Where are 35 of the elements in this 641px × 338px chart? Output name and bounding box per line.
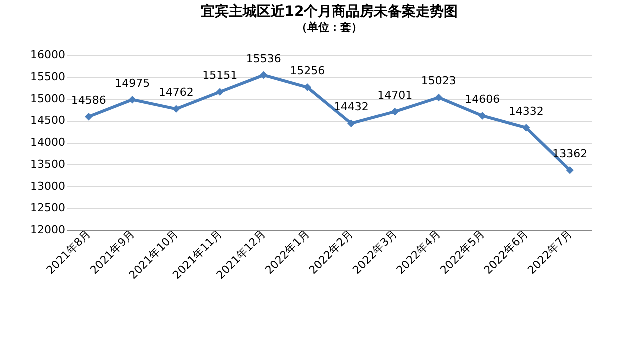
y-tick-label: 14000 [30, 136, 66, 149]
point [304, 84, 312, 92]
data-label: 15256 [290, 64, 326, 78]
data-label: 15023 [421, 74, 456, 88]
y-tick-label: 14500 [30, 114, 66, 128]
y-tick-label: 12500 [30, 202, 66, 215]
data-label: 14432 [334, 100, 369, 114]
data-label: 15536 [246, 52, 282, 66]
point [85, 112, 93, 121]
data-label: 14332 [508, 104, 544, 118]
point [478, 112, 486, 120]
point [391, 108, 399, 116]
y-tick-label: 13500 [30, 158, 66, 171]
data-label: 14975 [115, 76, 150, 90]
y-tick-label: 13000 [30, 180, 66, 193]
y-tick-label: 15000 [30, 92, 66, 106]
chart-title: 宜宾主城区近12个月商品房未备案走势图 [200, 3, 458, 20]
y-tick-label: 16000 [30, 48, 66, 62]
data-label: 15151 [202, 69, 238, 82]
point [172, 105, 180, 114]
point [348, 120, 356, 128]
point [260, 71, 268, 80]
point [128, 96, 136, 104]
data-label: 14762 [158, 86, 194, 100]
y-tick-label: 15500 [30, 70, 66, 84]
data-label: 13362 [552, 147, 588, 160]
point [216, 88, 224, 96]
data-label: 14701 [378, 88, 413, 102]
point [522, 124, 530, 132]
point [435, 94, 443, 102]
chart-subtitle: （单位：套） [296, 21, 362, 34]
y-tick-label: 12000 [30, 224, 66, 236]
point [566, 166, 574, 174]
data-label: 14586 [71, 94, 106, 107]
data-label: 14606 [465, 92, 500, 106]
